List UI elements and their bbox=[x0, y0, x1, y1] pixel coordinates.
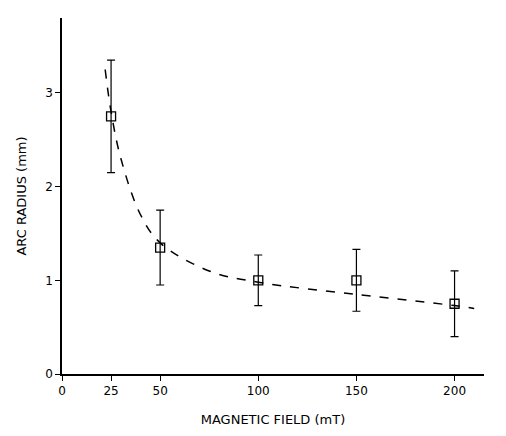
svg-text:3: 3 bbox=[45, 86, 53, 100]
svg-text:ARC RADIUS (mm): ARC RADIUS (mm) bbox=[14, 136, 29, 255]
svg-text:25: 25 bbox=[103, 384, 118, 398]
svg-text:200: 200 bbox=[443, 384, 466, 398]
svg-text:2: 2 bbox=[45, 180, 53, 194]
svg-text:0: 0 bbox=[45, 367, 53, 381]
svg-text:1: 1 bbox=[45, 274, 53, 288]
svg-text:150: 150 bbox=[345, 384, 368, 398]
svg-text:100: 100 bbox=[247, 384, 270, 398]
svg-text:MAGNETIC FIELD (mT): MAGNETIC FIELD (mT) bbox=[201, 412, 346, 427]
svg-text:50: 50 bbox=[152, 384, 167, 398]
svg-text:0: 0 bbox=[58, 384, 66, 398]
